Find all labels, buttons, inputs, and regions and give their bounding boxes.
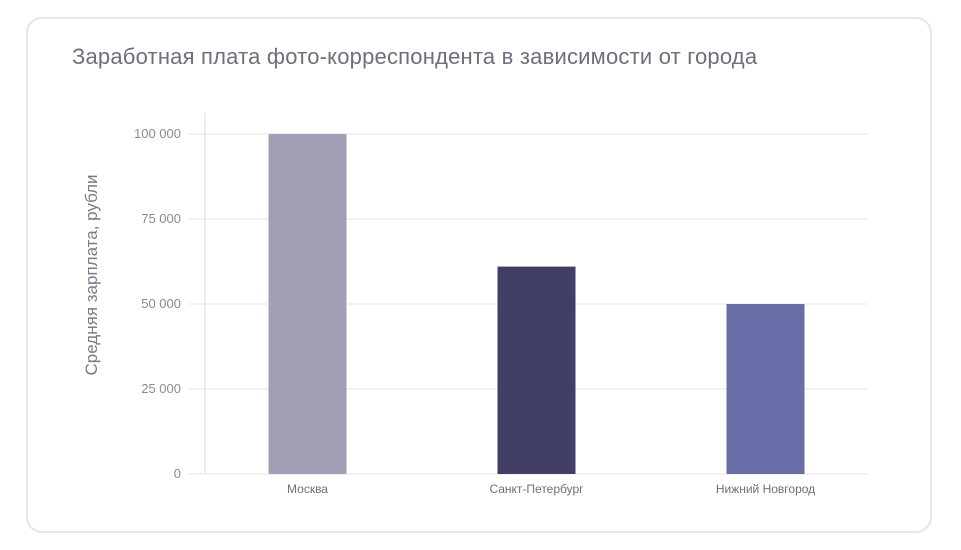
- y-tick-label: 0: [174, 466, 181, 481]
- x-tick-label: Санкт-Петербург: [489, 482, 584, 496]
- bar: [726, 304, 805, 474]
- bar: [497, 266, 576, 474]
- y-tick-label: 75 000: [141, 211, 181, 226]
- bar: [268, 134, 347, 474]
- x-tick-label: Москва: [287, 482, 328, 496]
- y-tick-label: 25 000: [141, 381, 181, 396]
- chart-title: Заработная плата фото-корреспондента в з…: [72, 44, 758, 69]
- y-axis-label: Средняя зарплата, рубли: [82, 174, 101, 375]
- y-tick-label: 50 000: [141, 296, 181, 311]
- x-tick-label: Нижний Новгород: [716, 482, 815, 496]
- y-tick-label: 100 000: [134, 126, 181, 141]
